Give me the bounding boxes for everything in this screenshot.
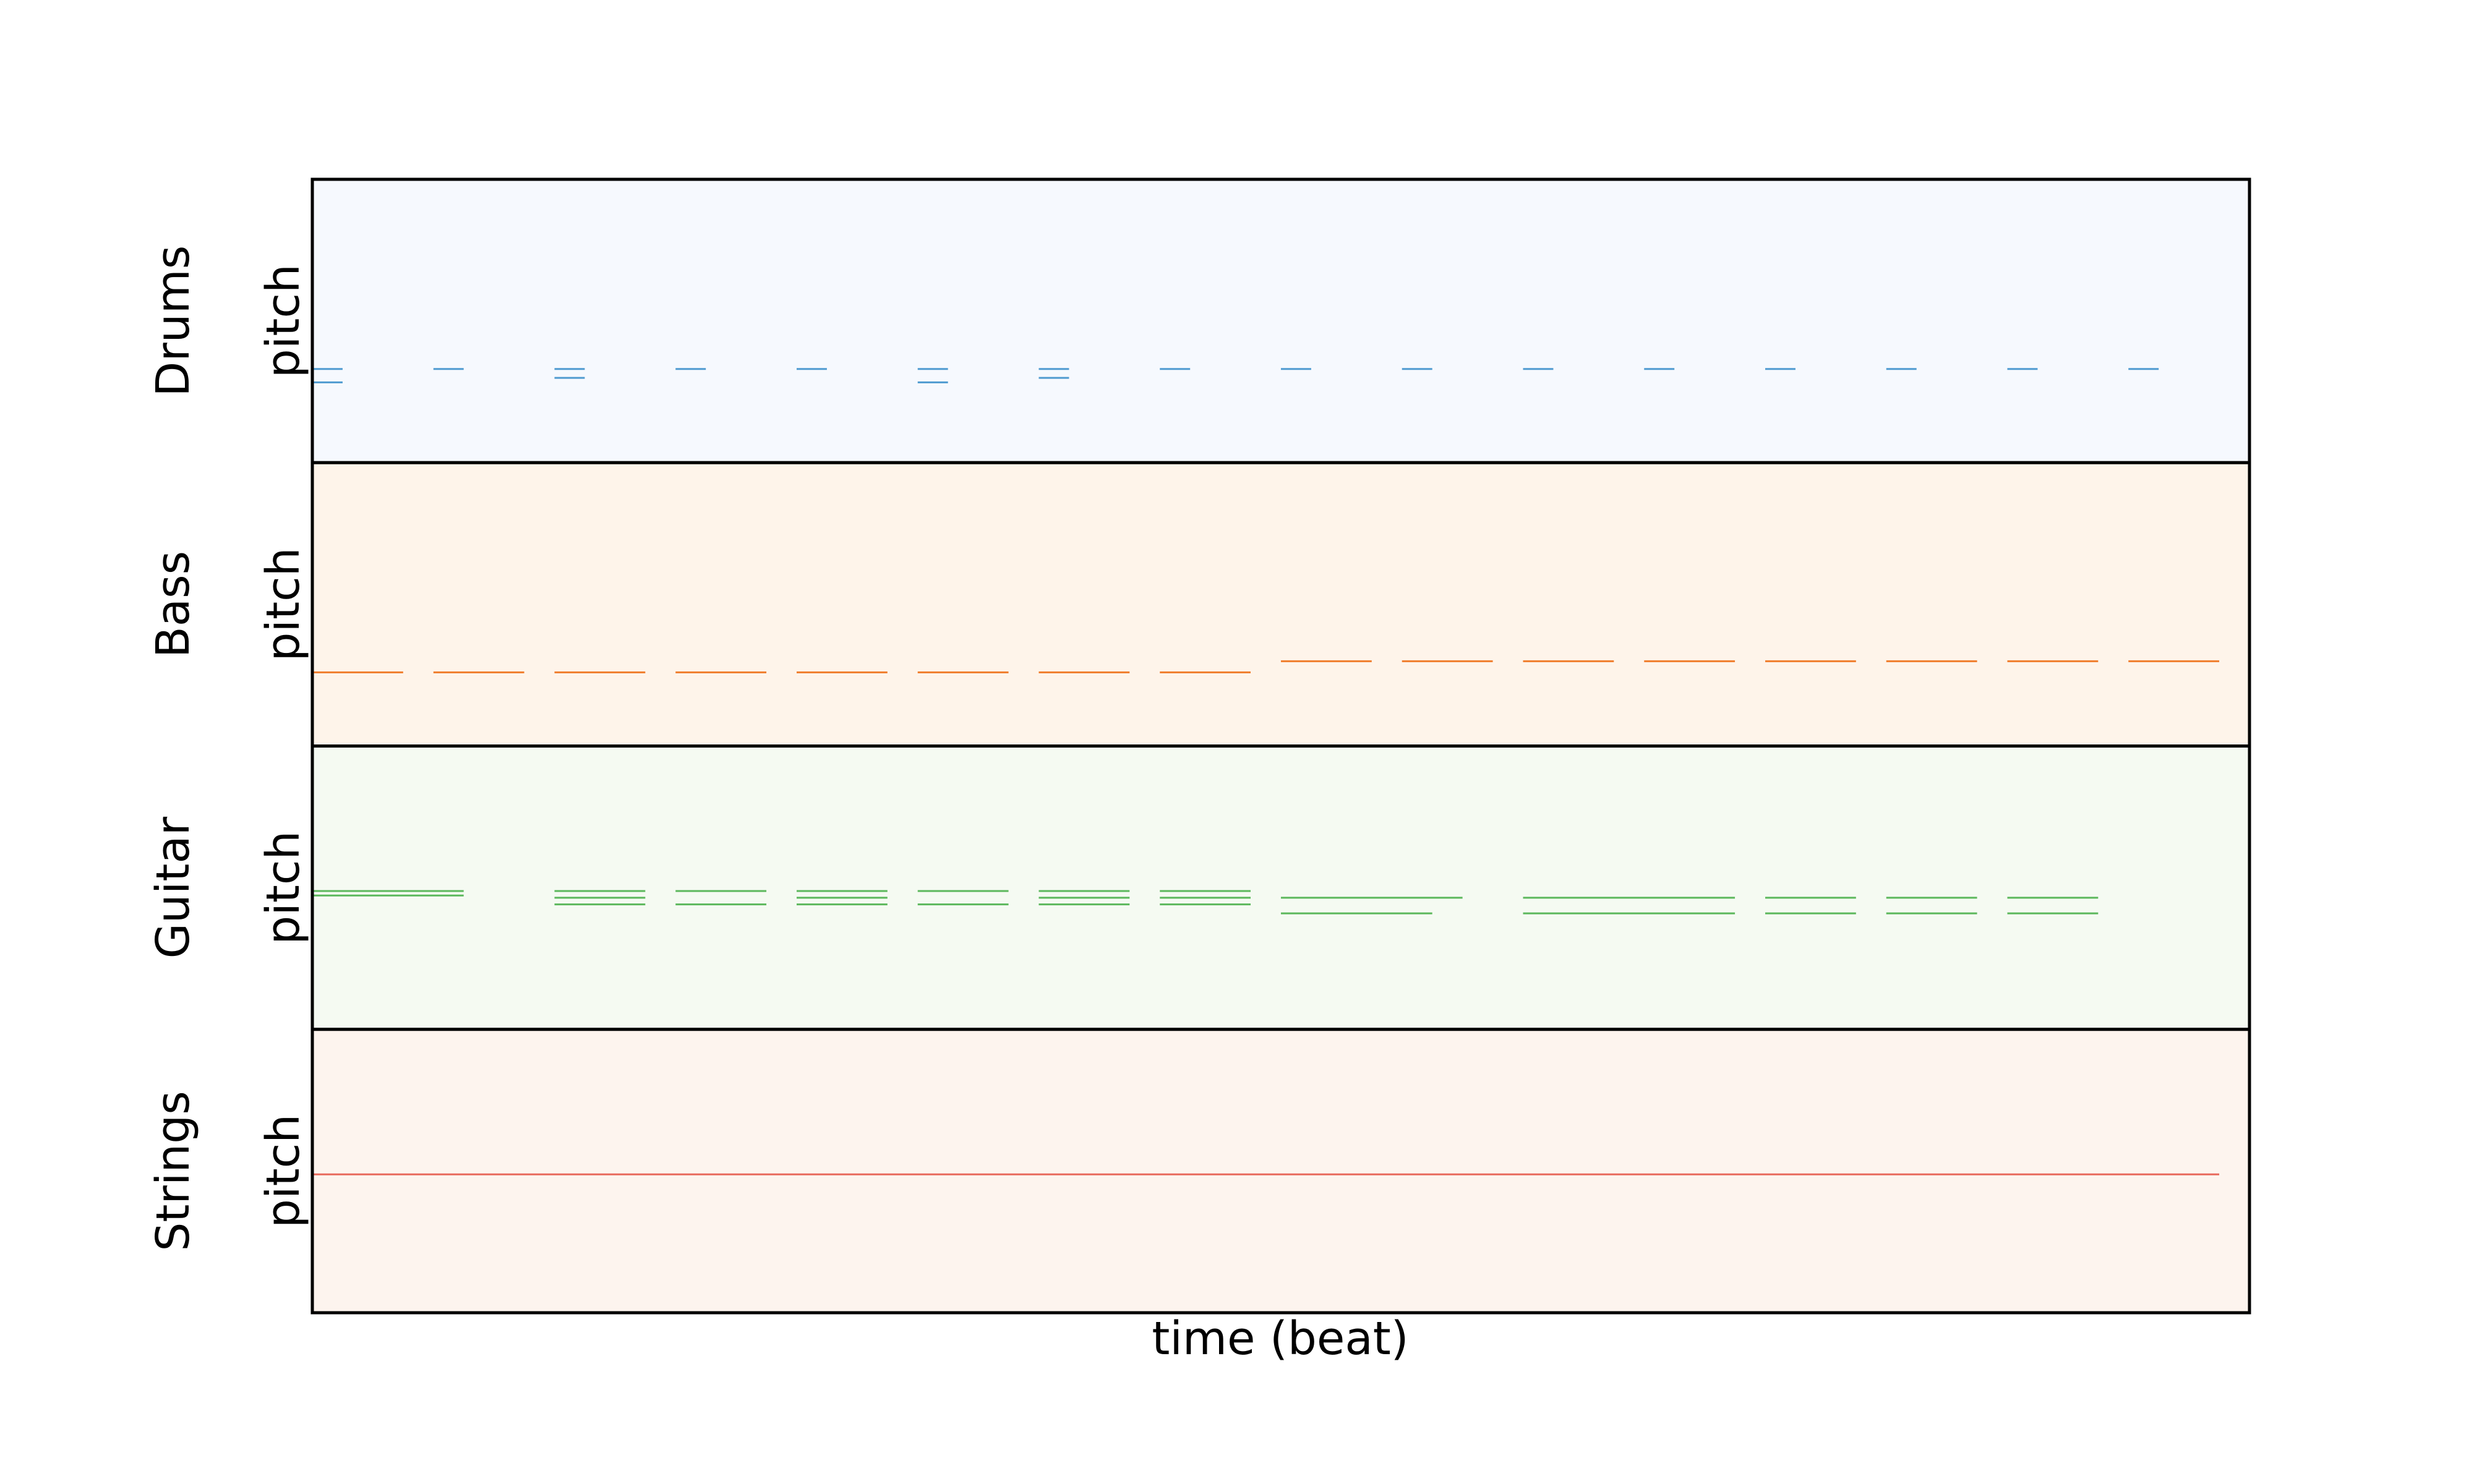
- track-background: [312, 463, 2249, 746]
- track-name-label: Drums: [147, 245, 200, 397]
- track-background: [312, 1029, 2249, 1313]
- track-name-label: Guitar: [147, 816, 200, 958]
- x-axis-label: time (beat): [1152, 1312, 1408, 1365]
- y-axis-label: pitch: [257, 1114, 310, 1228]
- track-guitar: Guitar pitch: [147, 744, 2251, 1031]
- track-name-label: Strings: [147, 1091, 200, 1251]
- track-background: [312, 179, 2249, 463]
- track-background: [312, 746, 2249, 1030]
- tracks-layer: Drums pitch Bass pitch Guitar pitch Strings pit…: [147, 177, 2251, 1315]
- track-bass: Bass pitch: [147, 461, 2251, 748]
- y-axis-label: pitch: [257, 831, 310, 945]
- y-axis-label: pitch: [257, 264, 310, 378]
- track-strings: Strings pitch: [147, 1028, 2251, 1315]
- track-frame: [310, 1028, 2251, 1315]
- track-drums: Drums pitch: [147, 177, 2251, 464]
- track-name-label: Bass: [147, 551, 200, 658]
- y-axis-label: pitch: [257, 547, 310, 661]
